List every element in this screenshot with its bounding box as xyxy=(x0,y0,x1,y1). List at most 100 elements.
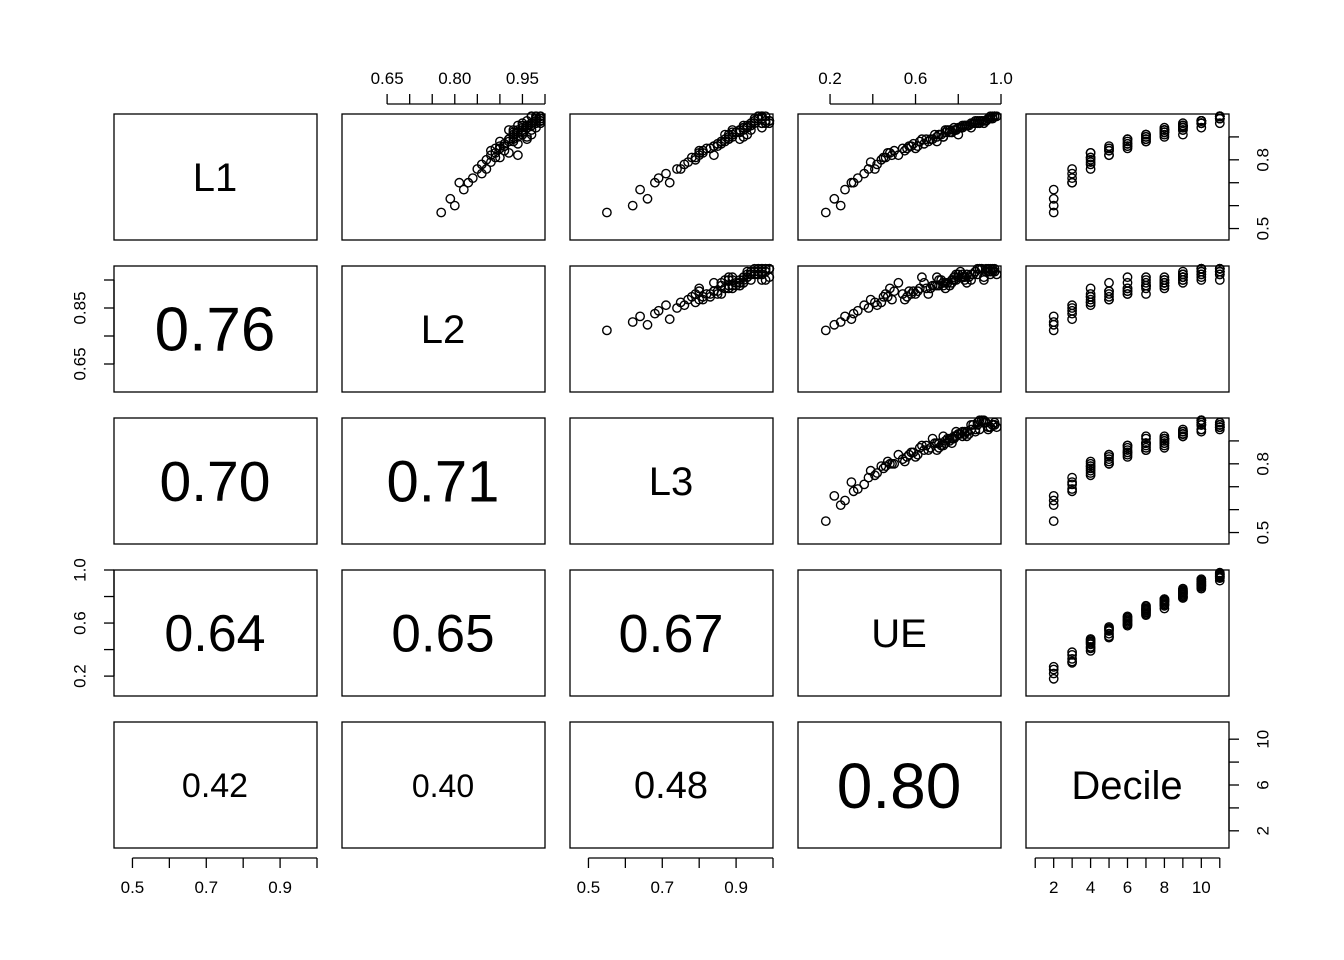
point-L1-UE xyxy=(872,159,882,170)
point-L3-Decile xyxy=(1104,451,1114,462)
point-L2-L3 xyxy=(635,311,645,322)
point-L1-UE xyxy=(829,193,840,204)
point-L3-Decile xyxy=(1067,479,1078,490)
point-L2-UE xyxy=(972,269,983,280)
point-L2-UE xyxy=(880,289,891,299)
point-L1-Decile xyxy=(1141,129,1151,140)
point-L1-Decile xyxy=(1085,164,1096,174)
corr-Decile-UE: 0.80 xyxy=(837,750,962,822)
point-L3-UE xyxy=(917,440,927,451)
point-L2-UE xyxy=(921,283,932,294)
point-L1-L3 xyxy=(712,138,723,149)
point-L2-Decile xyxy=(1178,275,1188,285)
point-L1-UE xyxy=(887,150,897,161)
panel-L3-L3 xyxy=(569,417,774,545)
point-L3-Decile xyxy=(1067,472,1078,483)
point-UE-Decile xyxy=(1178,586,1188,597)
point-L2-UE xyxy=(957,272,968,283)
tick-label-top-L2: 0.80 xyxy=(438,69,471,88)
point-L2-UE xyxy=(934,280,944,291)
diag-label-Decile: Decile xyxy=(1071,764,1182,808)
point-L1-L3 xyxy=(679,159,690,170)
point-L1-L2 xyxy=(517,125,528,135)
point-L3-Decile xyxy=(1048,516,1059,526)
point-L2-UE xyxy=(947,277,957,288)
point-L3-Decile xyxy=(1067,486,1078,497)
tick-label-bottom-L1: 0.5 xyxy=(121,878,145,897)
point-L2-Decile xyxy=(1196,263,1207,274)
point-L1-Decile xyxy=(1048,193,1059,204)
point-L3-Decile xyxy=(1214,417,1225,428)
tick-label-top-UE: 0.6 xyxy=(904,69,928,88)
point-L2-L3 xyxy=(690,289,701,299)
tick-label-right-L1: 0.8 xyxy=(1254,148,1273,172)
corr-L3-L1: 0.70 xyxy=(160,450,271,514)
point-L1-L3 xyxy=(635,184,645,195)
point-L2-UE xyxy=(974,263,985,274)
point-L1-UE xyxy=(820,207,831,218)
point-L2-UE xyxy=(949,275,959,285)
point-UE-Decile xyxy=(1159,594,1170,605)
point-UE-Decile xyxy=(1104,623,1114,634)
point-L1-Decile xyxy=(1159,125,1170,135)
point-L1-Decile xyxy=(1214,111,1225,122)
point-L2-UE xyxy=(829,319,840,330)
panel-L1-Decile xyxy=(1025,113,1230,241)
point-L2-L3 xyxy=(723,280,734,291)
panel-Decile-UE xyxy=(797,721,1002,849)
point-UE-Decile xyxy=(1214,571,1225,582)
point-L1-Decile xyxy=(1141,134,1151,145)
point-L1-L2 xyxy=(526,118,537,129)
corr-UE-L3: 0.67 xyxy=(618,604,723,664)
point-UE-Decile xyxy=(1048,668,1059,679)
axes-layer: 0.5 0.7 0.9 0.5 0.7 0.9 2 4 6 8 10 0.65 0.80 0.95 0.2 0… xyxy=(71,69,1273,897)
diag-label-UE: UE xyxy=(871,612,927,656)
point-L3-Decile xyxy=(1214,422,1225,433)
point-L3-Decile xyxy=(1122,440,1133,451)
tick-label-top-L2: 0.65 xyxy=(371,69,404,88)
point-L3-UE xyxy=(902,451,912,462)
point-L2-Decile xyxy=(1159,277,1170,288)
tick-label-left-L2: 0.85 xyxy=(71,291,90,324)
point-L2-Decile xyxy=(1048,325,1059,336)
point-UE-Decile xyxy=(1122,619,1133,630)
panel-L2-L3 xyxy=(569,265,774,393)
point-L1-Decile xyxy=(1048,207,1059,218)
point-L1-L3 xyxy=(602,207,612,218)
point-L2-UE xyxy=(908,286,919,297)
point-L3-UE xyxy=(872,468,882,478)
point-UE-Decile xyxy=(1196,574,1207,585)
point-UE-Decile xyxy=(1085,639,1096,650)
point-L3-Decile xyxy=(1196,424,1207,435)
point-L3-Decile xyxy=(1048,495,1059,506)
point-L2-UE xyxy=(902,291,912,302)
panel-L1-L2 xyxy=(341,113,546,241)
point-L1-L3 xyxy=(661,168,671,179)
point-L1-L3 xyxy=(760,111,771,122)
point-L3-Decile xyxy=(1048,490,1059,501)
point-L2-UE xyxy=(904,286,914,297)
point-L1-L2 xyxy=(449,200,460,211)
point-L2-Decile xyxy=(1085,294,1096,305)
point-L1-L3 xyxy=(749,116,760,126)
point-UE-Decile xyxy=(1159,600,1170,611)
point-L2-Decile xyxy=(1214,266,1225,277)
point-L2-Decile xyxy=(1067,308,1078,319)
tick-label-right-Decile: 10 xyxy=(1254,730,1273,749)
point-L1-UE xyxy=(914,136,925,147)
point-L2-L3 xyxy=(679,300,690,311)
point-L1-L2 xyxy=(535,116,546,126)
point-L2-Decile xyxy=(1178,269,1188,280)
point-L3-UE xyxy=(914,442,925,453)
point-L3-UE xyxy=(908,447,919,458)
point-UE-Decile xyxy=(1104,632,1114,643)
point-L3-Decile xyxy=(1085,461,1096,471)
corr-UE-L2: 0.65 xyxy=(391,605,494,664)
point-L2-L3 xyxy=(650,308,660,319)
point-L1-Decile xyxy=(1067,164,1078,174)
point-L2-L3 xyxy=(627,317,638,327)
point-L3-UE xyxy=(859,479,870,490)
point-L3-Decile xyxy=(1159,440,1170,451)
point-L1-Decile xyxy=(1085,152,1096,163)
